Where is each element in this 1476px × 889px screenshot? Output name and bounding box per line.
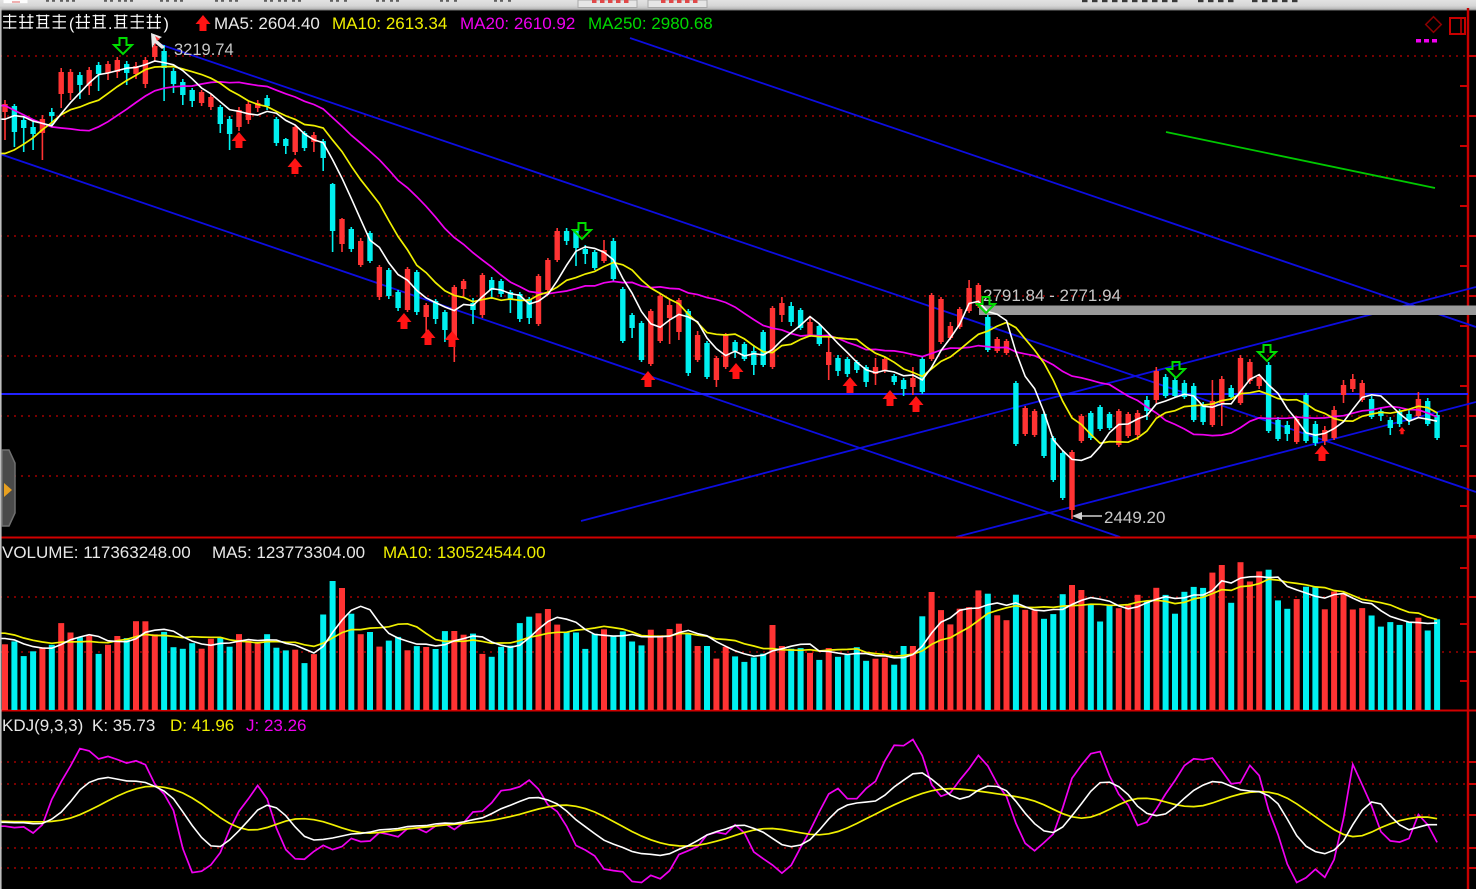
svg-text:(: ( [69,16,75,33]
svg-text:K: 35.73: K: 35.73 [92,716,155,735]
svg-text:): ) [164,16,169,33]
svg-text:MA5: 2604.40: MA5: 2604.40 [214,14,320,33]
svg-text:J: 23.26: J: 23.26 [246,716,307,735]
svg-text:KDJ(9,3,3): KDJ(9,3,3) [2,716,83,735]
svg-text:3219.74: 3219.74 [174,41,234,59]
svg-text:2449.20: 2449.20 [1104,508,1165,527]
svg-text:MA10: 130524544.00: MA10: 130524544.00 [383,543,546,562]
svg-text:MA250: 2980.68: MA250: 2980.68 [588,14,713,33]
svg-text:2791.84 - 2771.94: 2791.84 - 2771.94 [983,286,1121,305]
svg-text:MA20: 2610.92: MA20: 2610.92 [460,14,575,33]
svg-text:VOLUME: 117363248.00: VOLUME: 117363248.00 [2,543,191,562]
svg-text:.: . [108,16,112,33]
svg-text:MA10: 2613.34: MA10: 2613.34 [332,14,447,33]
svg-text:MA5: 123773304.00: MA5: 123773304.00 [212,543,365,562]
svg-text:D: 41.96: D: 41.96 [170,716,234,735]
